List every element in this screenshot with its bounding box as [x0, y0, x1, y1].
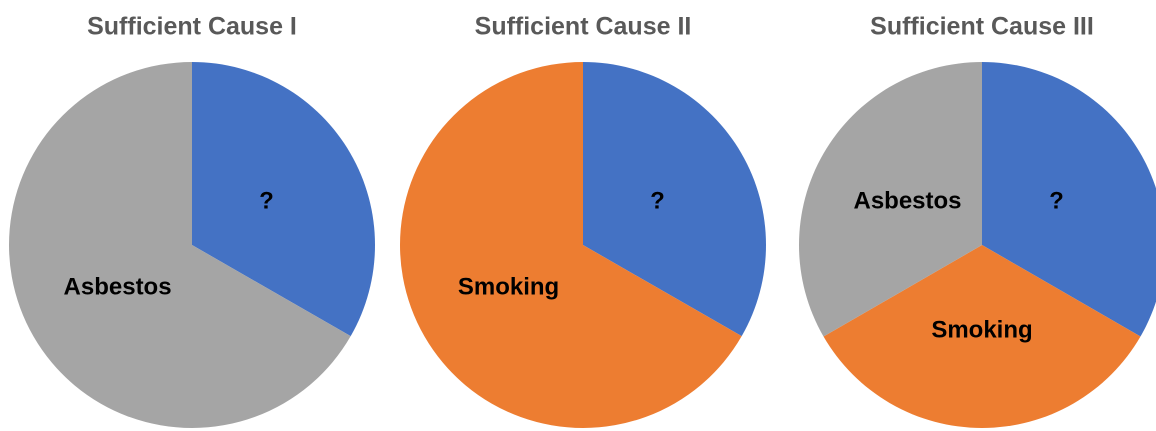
slice-label: ? — [259, 187, 274, 214]
pie-slice — [192, 62, 375, 337]
pie-slice — [8, 62, 351, 428]
chart-title: Sufficient Cause I — [87, 13, 297, 41]
slice-label: ? — [650, 187, 665, 214]
chart-title: Sufficient Cause II — [475, 13, 692, 41]
pie-slice — [799, 62, 982, 337]
pie-slice — [399, 62, 742, 428]
slice-label: Asbestos — [64, 273, 172, 300]
pie-slice — [982, 62, 1156, 337]
chart-title: Sufficient Cause III — [870, 13, 1094, 41]
slice-label: ? — [1049, 187, 1064, 214]
slice-label: Asbestos — [853, 187, 961, 214]
slice-label: Smoking — [931, 316, 1032, 343]
pie-slice — [583, 62, 766, 337]
slice-label: Smoking — [458, 273, 559, 300]
